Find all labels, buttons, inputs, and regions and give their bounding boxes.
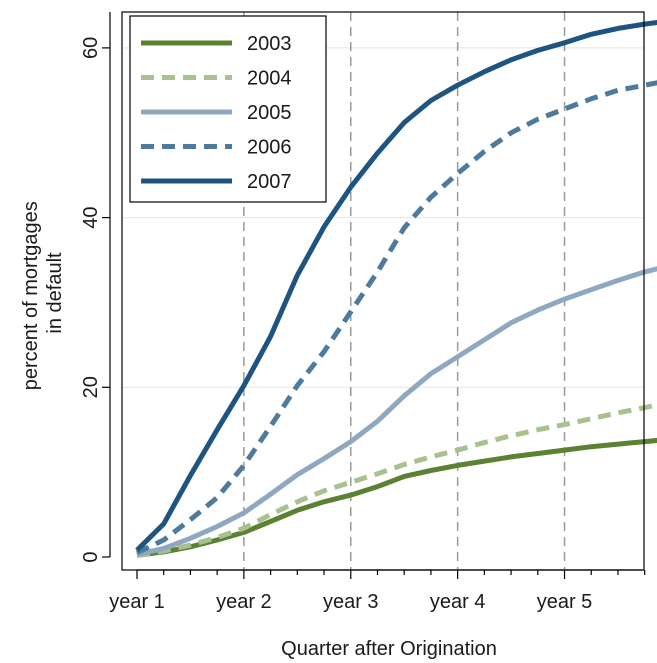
legend: 2003 2004 2005 2006 2007 [129, 15, 327, 203]
y-tick-label: 60 [80, 37, 102, 59]
series-line-2003 [136, 437, 657, 558]
x-tick-label: year 2 [216, 591, 272, 613]
series-line-2007 [135, 20, 657, 552]
y-axis-title: percent of mortgages in default [20, 196, 66, 391]
y-tick-label: 0 [80, 551, 102, 562]
x-tick-label: year 1 [109, 591, 165, 613]
x-tick-label: year 5 [537, 591, 593, 613]
legend-label-2004: 2004 [247, 68, 292, 90]
series-line-2005 [136, 266, 657, 557]
y-axis-title-line-2: in default [44, 252, 66, 334]
series-line-2004 [136, 402, 657, 558]
x-tick-label: year 3 [323, 591, 379, 613]
series-line-2006 [135, 80, 657, 556]
legend-label-2005: 2005 [247, 102, 292, 124]
y-tick-label: 20 [80, 376, 102, 398]
legend-label-2006: 2006 [247, 137, 292, 159]
legend-box [129, 15, 327, 203]
y-axis-title-line-1: percent of mortgages [20, 201, 42, 390]
legend-label-2003: 2003 [247, 33, 292, 55]
x-axis: year 1 year 2 year 3 year 4 year 5 [109, 569, 646, 613]
x-axis-title: Quarter after Origination [281, 638, 497, 660]
y-tick-label: 40 [80, 206, 102, 228]
x-tick-label: year 4 [430, 591, 486, 613]
y-axis: 0 20 40 60 [80, 12, 111, 563]
series-layer [135, 20, 657, 558]
legend-label-2007: 2007 [247, 171, 292, 193]
